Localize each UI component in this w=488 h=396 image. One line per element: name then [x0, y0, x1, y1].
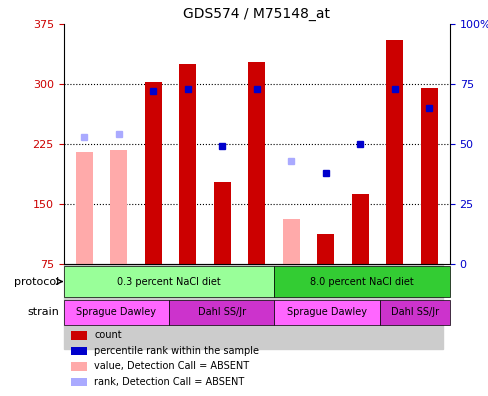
Bar: [71, 331, 86, 340]
Bar: [76, 152, 93, 265]
Bar: [179, 64, 196, 265]
Text: rank, Detection Call = ABSENT: rank, Detection Call = ABSENT: [94, 377, 244, 387]
Text: 8.0 percent NaCl diet: 8.0 percent NaCl diet: [309, 276, 413, 287]
Text: protocol: protocol: [15, 276, 60, 287]
Bar: [282, 219, 299, 265]
FancyBboxPatch shape: [274, 266, 449, 297]
Text: count: count: [94, 331, 122, 341]
Bar: [247, 62, 265, 265]
Text: 0.3 percent NaCl diet: 0.3 percent NaCl diet: [117, 276, 221, 287]
FancyBboxPatch shape: [168, 300, 274, 325]
Bar: [71, 377, 86, 386]
Text: Dahl SS/Jr: Dahl SS/Jr: [390, 307, 438, 318]
Bar: [351, 194, 368, 265]
Text: strain: strain: [28, 307, 60, 318]
FancyBboxPatch shape: [63, 266, 274, 297]
Text: percentile rank within the sample: percentile rank within the sample: [94, 346, 259, 356]
Text: Dahl SS/Jr: Dahl SS/Jr: [197, 307, 245, 318]
Bar: [213, 182, 230, 265]
Bar: [316, 234, 334, 265]
Bar: [63, 265, 442, 348]
Text: Sprague Dawley: Sprague Dawley: [76, 307, 156, 318]
Text: Sprague Dawley: Sprague Dawley: [286, 307, 366, 318]
Bar: [420, 88, 437, 265]
Bar: [71, 346, 86, 355]
Bar: [144, 82, 162, 265]
Text: value, Detection Call = ABSENT: value, Detection Call = ABSENT: [94, 362, 249, 371]
Title: GDS574 / M75148_at: GDS574 / M75148_at: [183, 8, 329, 21]
Bar: [110, 150, 127, 265]
FancyBboxPatch shape: [379, 300, 449, 325]
Bar: [71, 362, 86, 371]
FancyBboxPatch shape: [274, 300, 379, 325]
FancyBboxPatch shape: [63, 300, 168, 325]
Bar: [386, 40, 403, 265]
